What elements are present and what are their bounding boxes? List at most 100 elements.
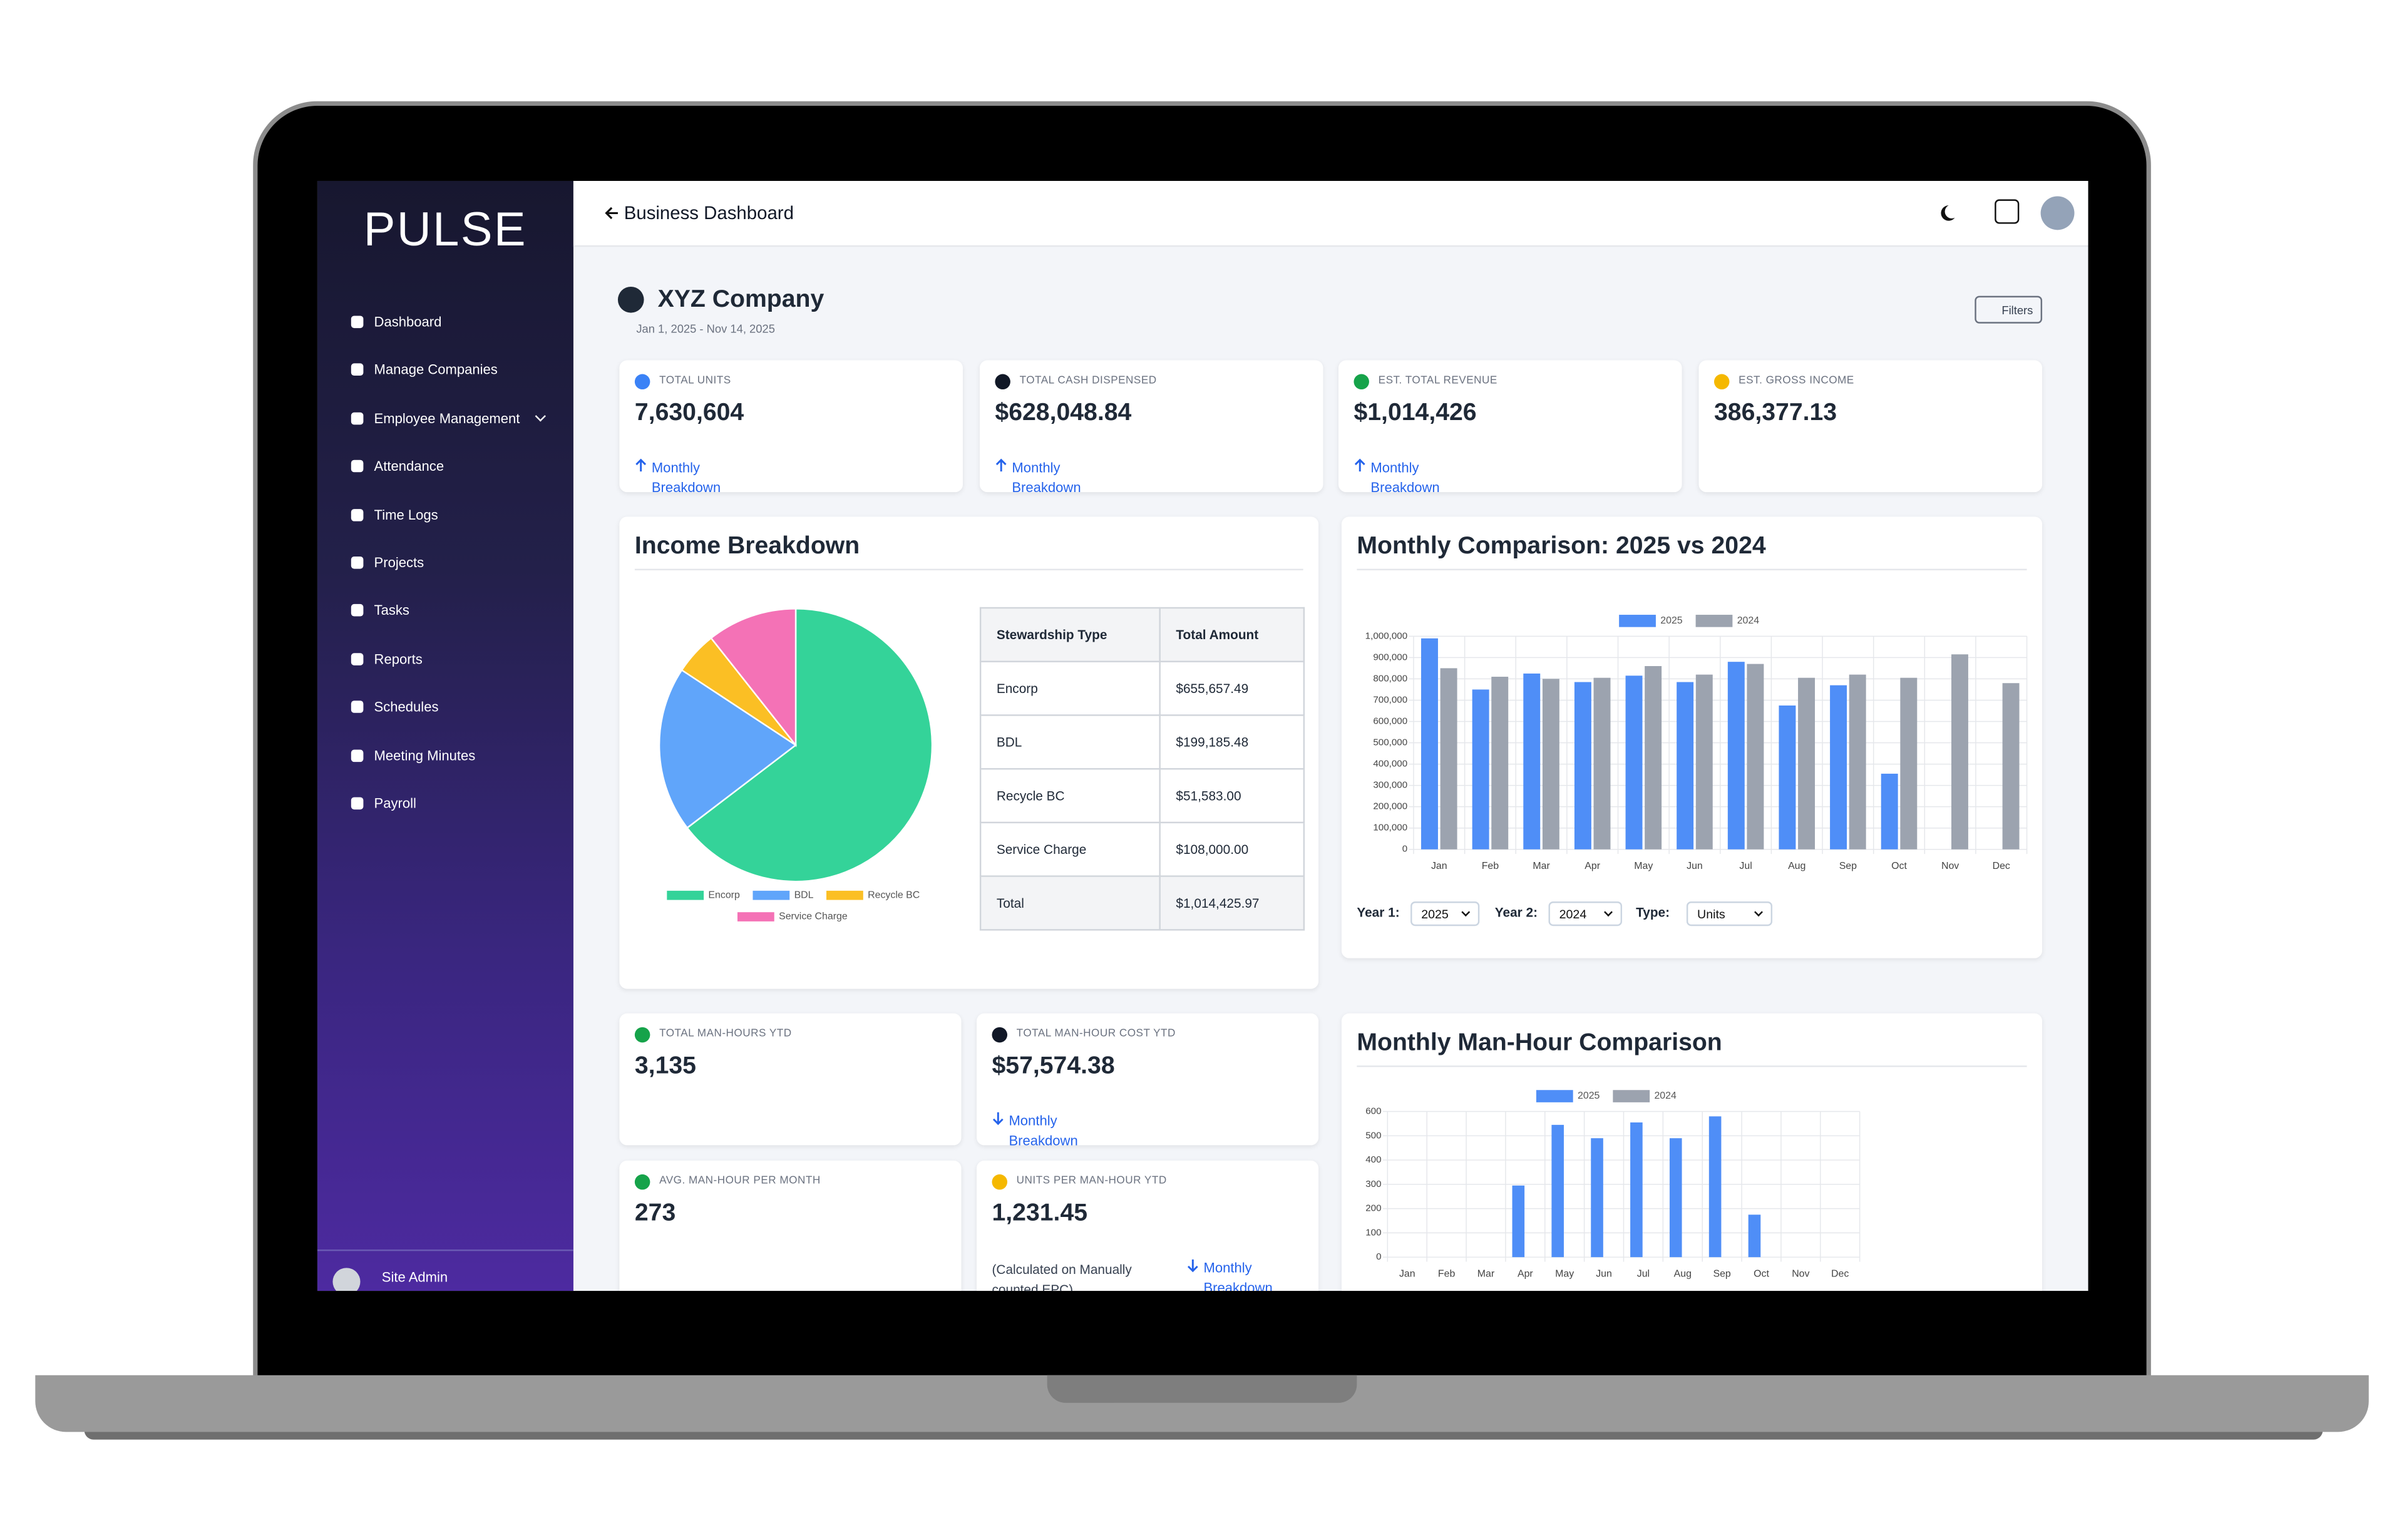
menu-item[interactable]: Employee Management [351, 408, 547, 429]
menu-item[interactable]: Manage Companies [351, 359, 498, 381]
menu-icon [351, 508, 364, 521]
table-cell: $51,583.00 [1159, 767, 1305, 824]
page-title: Business Dashboard [624, 202, 794, 224]
section-card: Monthly Man-Hour Comparison [1341, 1013, 2043, 1291]
section-card: Monthly Comparison: 2025 vs 2024 [1341, 516, 2043, 958]
kpi-value: 273 [634, 1200, 676, 1227]
kpi-label: EST. GROSS INCOME [1739, 376, 1854, 387]
arrow-icon [635, 458, 647, 472]
menu-icon [351, 652, 364, 665]
menu-item[interactable]: Tasks [351, 600, 409, 622]
kpi-label: TOTAL MAN-HOUR COST YTD [1016, 1029, 1176, 1040]
menu-icon [351, 556, 364, 569]
dark-mode-toggle[interactable] [1935, 202, 1956, 223]
filters-button[interactable]: Filters [1975, 295, 2043, 324]
kpi-card: EST. GROSS INCOME 386,377.13 [1698, 360, 2043, 493]
table-cell: Encorp [979, 660, 1161, 716]
control-select[interactable]: Units [1686, 901, 1773, 927]
kpi-card: AVG. MAN-HOUR PER MONTH 273 [619, 1160, 962, 1291]
menu-item[interactable]: Time Logs [351, 504, 438, 525]
table-row: Stewardship Type Total Amount [979, 607, 1305, 662]
menu-label: Projects [374, 555, 424, 571]
kpi-label: TOTAL CASH DISPENSED [1019, 376, 1157, 387]
menu-label: Tasks [374, 603, 409, 619]
notification-button[interactable] [1995, 199, 2020, 224]
kpi-icon [992, 1027, 1007, 1043]
table-cell: Recycle BC [979, 767, 1161, 824]
menu-item[interactable]: Dashboard [351, 311, 441, 332]
table-row: BDL $199,185.48 [979, 714, 1305, 770]
kpi-icon [992, 1174, 1007, 1190]
laptop-shadow [84, 1430, 2323, 1440]
breakdown-link[interactable]: Monthly Breakdown [1012, 459, 1081, 496]
company-name: XYZ Company [657, 286, 824, 313]
user-name[interactable]: Site Admin [381, 1269, 448, 1285]
control-select[interactable]: 2025 [1410, 901, 1480, 927]
menu-icon [351, 749, 364, 762]
menu-item[interactable]: Projects [351, 552, 424, 573]
menu-icon [351, 316, 364, 329]
table-row: Recycle BC $51,583.00 [979, 767, 1305, 824]
menu-item[interactable]: Reports [351, 648, 423, 669]
screen: PULSE Site Admin Dashboard Manage Compani… [317, 180, 2088, 1291]
company-icon [617, 286, 644, 313]
menu-item[interactable]: Attendance [351, 456, 444, 477]
breakdown-link[interactable]: Monthly Breakdown [1370, 459, 1440, 496]
menu-label: Manage Companies [374, 362, 498, 378]
breakdown-link[interactable]: Monthly Breakdown [651, 459, 721, 496]
top-bar: Business Dashboard [573, 180, 2088, 247]
table-cell: $108,000.00 [1159, 821, 1305, 877]
table-cell: BDL [979, 714, 1161, 770]
back-arrow[interactable] [604, 205, 619, 220]
control-label: Year 1: [1357, 904, 1400, 920]
menu-item[interactable]: Meeting Minutes [351, 744, 475, 766]
kpi-label: TOTAL MAN-HOURS YTD [659, 1029, 792, 1040]
kpi-label: TOTAL UNITS [659, 376, 731, 387]
control-label: Year 2: [1494, 904, 1538, 920]
kpi-value: 1,231.45 [992, 1200, 1088, 1227]
menu-label: Employee Management [374, 410, 520, 426]
menu-item[interactable]: Schedules [351, 696, 438, 717]
select-value: 2024 [1559, 906, 1587, 921]
arrow-icon [1187, 1259, 1198, 1273]
control-label: Type: [1636, 904, 1670, 920]
title-rule [634, 568, 1303, 571]
kpi-icon [634, 1174, 650, 1190]
menu-label: Payroll [374, 796, 416, 811]
income-table: Stewardship Type Total Amount Encorp $655,6… [979, 607, 1305, 931]
user-avatar [332, 1268, 361, 1291]
kpi-value: $1,014,426 [1354, 400, 1477, 426]
divider [317, 1249, 573, 1251]
kpi-icon [634, 1027, 650, 1043]
menu-item[interactable]: Payroll [351, 793, 416, 814]
kpi-label: UNITS PER MAN-HOUR YTD [1016, 1176, 1167, 1187]
breakdown-link[interactable]: Monthly Breakdown [1009, 1112, 1078, 1149]
kpi-card: TOTAL UNITS 7,630,604 Monthly Breakdown [619, 360, 963, 495]
kpi-value: $57,574.38 [992, 1053, 1115, 1080]
breakdown-link[interactable]: Monthly Breakdown [1203, 1260, 1273, 1291]
section-title: Monthly Comparison: 2025 vs 2024 [1357, 533, 1766, 560]
kpi-value: 386,377.13 [1713, 400, 1837, 426]
menu-label: Meeting Minutes [374, 747, 476, 763]
menu-icon [351, 701, 364, 714]
profile-avatar[interactable] [2040, 196, 2075, 230]
kpi-card: UNITS PER MAN-HOUR YTD 1,231.45 (Calculate… [977, 1160, 1319, 1291]
table-cell: Total Amount [1159, 607, 1305, 662]
sidebar: PULSE Site Admin Dashboard Manage Compani… [317, 180, 573, 1291]
kpi-value: $628,048.84 [995, 400, 1132, 426]
menu-icon [351, 412, 364, 424]
arrow-icon [995, 458, 1007, 472]
select-value: 2025 [1421, 906, 1449, 921]
title-rule [1357, 1065, 2027, 1067]
table-row: Encorp $655,657.49 [979, 660, 1305, 716]
section-title: Monthly Man-Hour Comparison [1357, 1030, 1722, 1057]
select-chevron [1754, 908, 1763, 917]
kpi-card: TOTAL MAN-HOURS YTD 3,135 [619, 1013, 962, 1146]
logo[interactable]: PULSE [363, 202, 528, 256]
control-select[interactable]: 2024 [1548, 901, 1623, 927]
kpi-value: 3,135 [634, 1053, 696, 1080]
arrow-icon [992, 1112, 1004, 1126]
arrow-icon [1354, 458, 1365, 472]
